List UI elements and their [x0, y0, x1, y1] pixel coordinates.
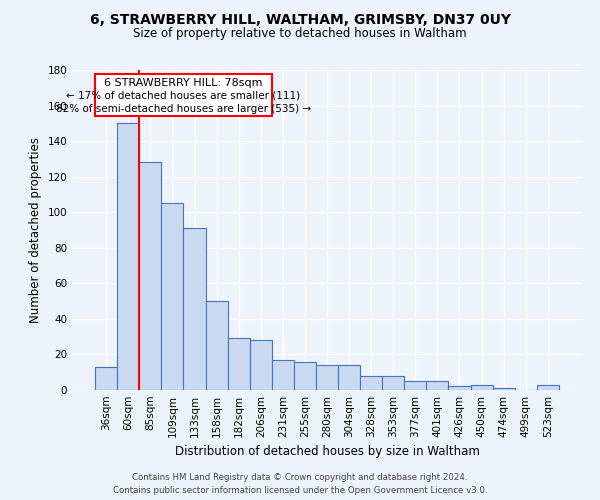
Bar — [316, 365, 338, 390]
Text: Contains HM Land Registry data © Crown copyright and database right 2024.
Contai: Contains HM Land Registry data © Crown c… — [113, 474, 487, 495]
FancyBboxPatch shape — [95, 74, 272, 116]
Bar — [117, 124, 139, 390]
Text: 82% of semi-detached houses are larger (535) →: 82% of semi-detached houses are larger (… — [56, 104, 311, 114]
Text: 6 STRAWBERRY HILL: 78sqm: 6 STRAWBERRY HILL: 78sqm — [104, 78, 263, 88]
X-axis label: Distribution of detached houses by size in Waltham: Distribution of detached houses by size … — [175, 446, 479, 458]
Y-axis label: Number of detached properties: Number of detached properties — [29, 137, 42, 323]
Bar — [250, 340, 272, 390]
Bar — [493, 388, 515, 390]
Bar — [95, 367, 117, 390]
Bar — [537, 384, 559, 390]
Bar — [360, 376, 382, 390]
Bar — [272, 360, 294, 390]
Bar — [448, 386, 470, 390]
Text: ← 17% of detached houses are smaller (111): ← 17% of detached houses are smaller (11… — [67, 90, 301, 101]
Bar — [404, 381, 427, 390]
Bar — [294, 362, 316, 390]
Bar — [470, 384, 493, 390]
Bar — [338, 365, 360, 390]
Bar — [139, 162, 161, 390]
Text: Size of property relative to detached houses in Waltham: Size of property relative to detached ho… — [133, 28, 467, 40]
Text: 6, STRAWBERRY HILL, WALTHAM, GRIMSBY, DN37 0UY: 6, STRAWBERRY HILL, WALTHAM, GRIMSBY, DN… — [89, 12, 511, 26]
Bar — [184, 228, 206, 390]
Bar — [382, 376, 404, 390]
Bar — [227, 338, 250, 390]
Bar — [206, 301, 227, 390]
Bar — [427, 381, 448, 390]
Bar — [161, 204, 184, 390]
